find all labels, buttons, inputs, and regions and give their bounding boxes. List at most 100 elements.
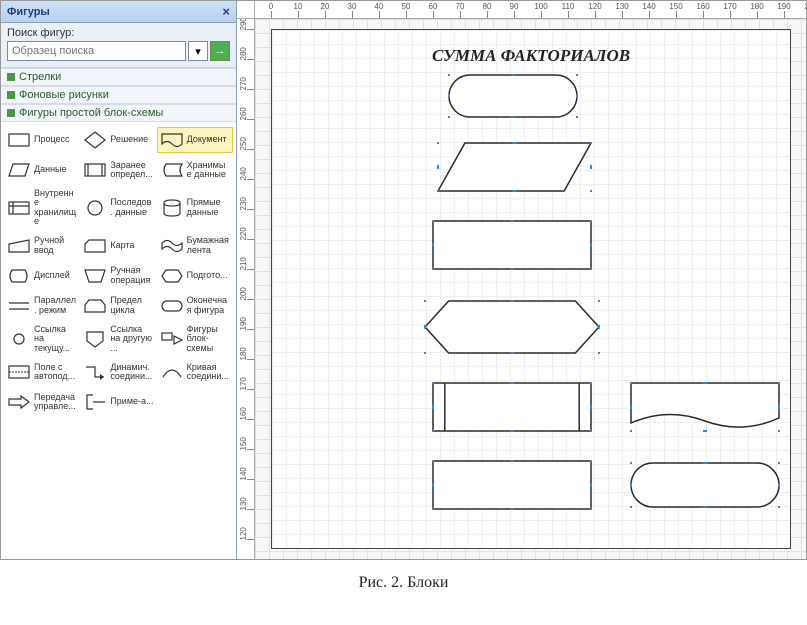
stencil-label: Поле с автопод...: [34, 363, 77, 382]
canvas-area[interactable]: 0102030405060708090100110120130140150160…: [237, 1, 806, 559]
display-shape[interactable]: Дисплей: [5, 264, 79, 288]
stencil-label: Заранее определ...: [110, 161, 153, 180]
stencil-icon: [160, 265, 184, 287]
preparation-shape[interactable]: Подгото...: [158, 264, 232, 288]
canvas-process-shape[interactable]: [432, 460, 592, 510]
stencil-icon: [83, 295, 107, 317]
stencil-label: Подгото...: [187, 271, 228, 280]
autoheight-field-shape[interactable]: Поле с автопод...: [5, 360, 79, 384]
paper-tape-shape[interactable]: Бумажная лента: [158, 234, 232, 258]
panel-title-text: Фигуры: [7, 6, 50, 18]
category-label: Фигуры простой блок-схемы: [19, 107, 163, 119]
stencil-label: Внутренне хранилище: [34, 189, 77, 227]
loop-limit-shape[interactable]: Предел цикла: [81, 294, 155, 318]
canvas-preparation-shape[interactable]: [424, 300, 600, 354]
stencil-label: Передача управле...: [34, 393, 77, 412]
stencil-icon: [160, 159, 184, 181]
search-dropdown-button[interactable]: ▾: [188, 41, 208, 61]
offpage-ref-shape[interactable]: Ссылка на другую ...: [81, 324, 155, 354]
annotation-shape[interactable]: Приме-а...: [81, 390, 155, 414]
card-shape[interactable]: Карта: [81, 234, 155, 258]
stencil-label: Последов. данные: [110, 198, 153, 217]
stencil-icon: [83, 361, 107, 383]
stencil-icon: [160, 328, 184, 350]
canvas-predefined-shape[interactable]: [432, 382, 592, 432]
data-shape[interactable]: Данные: [5, 158, 79, 182]
search-go-button[interactable]: →: [210, 41, 230, 61]
stencil-label: Дисплей: [34, 271, 70, 280]
stencil-icon: [7, 295, 31, 317]
canvas-process-shape[interactable]: [432, 220, 592, 270]
dynamic-connector-shape[interactable]: Динамич. соедини...: [81, 360, 155, 384]
stored-data-shape[interactable]: Хранимые данные: [158, 158, 232, 182]
stencil-icon: [7, 361, 31, 383]
stencil-label: Динамич. соедини...: [110, 363, 153, 382]
stencil-icon: [83, 328, 107, 350]
stencil-icon: [7, 391, 31, 413]
stencil-icon: [160, 235, 184, 257]
category-icon: [7, 91, 15, 99]
stencil-label: Прямые данные: [187, 198, 230, 217]
stencil-icon: [83, 129, 107, 151]
shapes-panel: Фигуры × Поиск фигур: ▾ → Стрелки Фоновые…: [1, 1, 237, 559]
decision-shape[interactable]: Решение: [81, 128, 155, 152]
internal-storage-shape[interactable]: Внутренне хранилище: [5, 188, 79, 228]
flowchart-shapes-shape[interactable]: Фигуры блок-схемы: [158, 324, 232, 354]
stencil-grid: Процесс РешениеДокумент Данные Заранее опре…: [1, 122, 236, 559]
category-icon: [7, 73, 15, 81]
manual-input-shape[interactable]: Ручной ввод: [5, 234, 79, 258]
category-row[interactable]: Фоновые рисунки: [1, 86, 236, 104]
canvas-terminator-shape[interactable]: [630, 462, 780, 508]
direct-data-shape[interactable]: Прямые данные: [158, 188, 232, 228]
stencil-label: Кривая соедини...: [187, 363, 230, 382]
ruler-corner: [237, 1, 255, 19]
canvas-document-shape[interactable]: [630, 382, 780, 432]
stencil-icon: [83, 265, 107, 287]
category-row[interactable]: Стрелки: [1, 68, 236, 86]
canvas-terminator-shape[interactable]: [448, 74, 578, 118]
search-input[interactable]: [7, 41, 186, 61]
stencil-icon: [83, 235, 107, 257]
page-scroll-area[interactable]: СУММА ФАКТОРИАЛОВ: [255, 19, 806, 559]
predefined-shape[interactable]: Заранее определ...: [81, 158, 155, 182]
panel-close-icon[interactable]: ×: [222, 4, 230, 19]
ruler-vertical: 2902802702602502402302202102001901801701…: [237, 19, 255, 559]
sequential-data-shape[interactable]: Последов. данные: [81, 188, 155, 228]
stencil-label: Ручной ввод: [34, 236, 77, 255]
manual-op-shape[interactable]: Ручная операция: [81, 264, 155, 288]
stencil-icon: [7, 265, 31, 287]
stencil-icon: [160, 361, 184, 383]
stencil-icon: [83, 159, 107, 181]
category-row[interactable]: Фигуры простой блок-схемы: [1, 104, 236, 122]
search-label: Поиск фигур:: [7, 27, 230, 39]
control-transfer-shape[interactable]: Передача управле...: [5, 390, 79, 414]
process-shape[interactable]: Процесс: [5, 128, 79, 152]
document-shape[interactable]: Документ: [158, 128, 232, 152]
category-icon: [7, 109, 15, 117]
search-block: Поиск фигур: ▾ →: [1, 23, 236, 68]
curve-connector-shape[interactable]: Кривая соедини...: [158, 360, 232, 384]
category-label: Фоновые рисунки: [19, 89, 109, 101]
drawing-page[interactable]: СУММА ФАКТОРИАЛОВ: [271, 29, 791, 549]
stencil-label: Приме-а...: [110, 397, 153, 406]
stencil-label: Параллел. режим: [34, 296, 77, 315]
stencil-icon: [83, 391, 107, 413]
stencil-icon: [7, 129, 31, 151]
stencil-label: Хранимые данные: [187, 161, 230, 180]
parallel-mode-shape[interactable]: Параллел. режим: [5, 294, 79, 318]
page-title: СУММА ФАКТОРИАЛОВ: [272, 46, 790, 66]
stencil-label: Бумажная лента: [187, 236, 230, 255]
category-label: Стрелки: [19, 71, 61, 83]
canvas-parallelogram-shape[interactable]: [437, 142, 592, 192]
stencil-icon: [7, 328, 31, 350]
stencil-icon: [7, 159, 31, 181]
stencil-icon: [160, 129, 184, 151]
terminator-shape[interactable]: Оконечная фигура: [158, 294, 232, 318]
stencil-label: Ручная операция: [110, 266, 153, 285]
onpage-ref-shape[interactable]: Ссылка на текущу...: [5, 324, 79, 354]
stencil-label: Процесс: [34, 135, 70, 144]
stencil-icon: [7, 197, 31, 219]
panel-titlebar: Фигуры ×: [1, 1, 236, 23]
stencil-label: Данные: [34, 165, 67, 174]
stencil-label: Ссылка на текущу...: [34, 325, 77, 353]
